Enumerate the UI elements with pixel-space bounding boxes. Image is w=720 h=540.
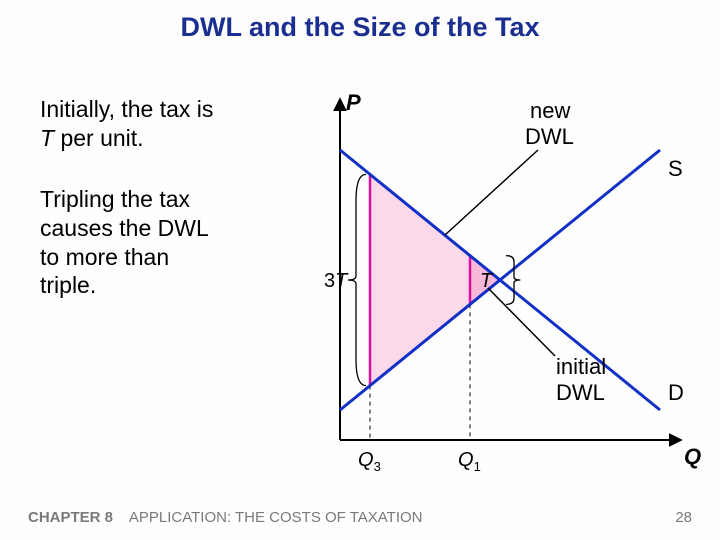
svg-text:Q1: Q1 bbox=[458, 449, 481, 474]
paragraph-2: Tripling the tax causes the DWL to more … bbox=[40, 185, 209, 300]
footer-left: CHAPTER 8 APPLICATION: THE COSTS OF TAXA… bbox=[28, 509, 423, 526]
svg-text:S: S bbox=[668, 156, 683, 181]
svg-text:DWL: DWL bbox=[525, 124, 574, 149]
footer-page: 28 bbox=[675, 509, 692, 526]
p1-line2-T: T bbox=[40, 125, 54, 151]
svg-text:T: T bbox=[480, 270, 494, 292]
footer-subtitle: APPLICATION: THE COSTS OF TAXATION bbox=[129, 509, 423, 526]
p2-line1: Tripling the tax bbox=[40, 186, 190, 212]
svg-text:initial: initial bbox=[556, 354, 606, 379]
p2-line2: causes the DWL bbox=[40, 215, 209, 241]
dwl-chart: PQSD3TTnewDWLinitialDWLQ3Q1 bbox=[300, 80, 700, 480]
svg-text:DWL: DWL bbox=[556, 380, 605, 405]
svg-text:3T: 3T bbox=[324, 270, 349, 292]
title-text: DWL and the Size of the Tax bbox=[180, 12, 539, 42]
svg-text:D: D bbox=[668, 380, 684, 405]
p2-line3: to more than bbox=[40, 244, 169, 270]
svg-text:Q3: Q3 bbox=[358, 449, 381, 474]
slide-title: DWL and the Size of the Tax bbox=[0, 12, 720, 43]
p1-line2-rest: per unit. bbox=[54, 125, 144, 151]
svg-text:new: new bbox=[530, 98, 570, 123]
paragraph-1: Initially, the tax is T per unit. bbox=[40, 95, 213, 153]
chart-svg: PQSD3TTnewDWLinitialDWLQ3Q1 bbox=[300, 80, 700, 480]
svg-text:P: P bbox=[346, 90, 361, 115]
p2-line4: triple. bbox=[40, 272, 96, 298]
svg-text:Q: Q bbox=[684, 444, 701, 469]
footer-chapter: CHAPTER 8 bbox=[28, 509, 113, 526]
p1-line1: Initially, the tax is bbox=[40, 96, 213, 122]
